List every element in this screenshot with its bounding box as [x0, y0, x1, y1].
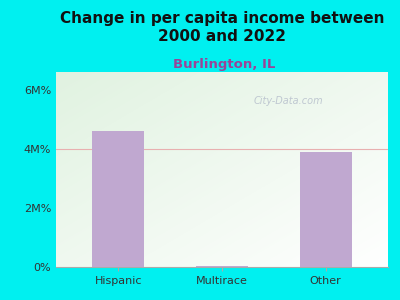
Bar	[300, 152, 352, 267]
Title: Change in per capita income between
2000 and 2022: Change in per capita income between 2000…	[60, 11, 384, 44]
Text: City-Data.com: City-Data.com	[254, 96, 323, 106]
Bar	[196, 266, 248, 267]
Bar	[92, 131, 144, 267]
Text: Burlington, IL: Burlington, IL	[173, 58, 275, 71]
